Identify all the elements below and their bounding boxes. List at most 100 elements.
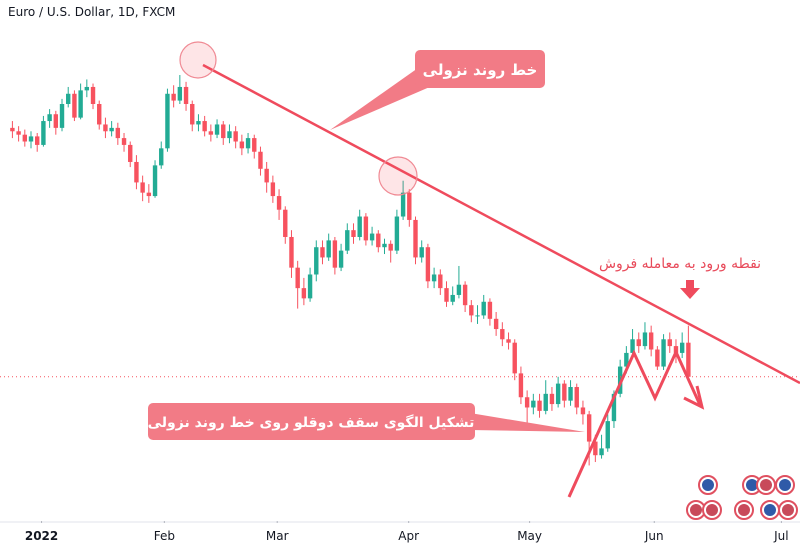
candle-body xyxy=(41,121,46,145)
candle-body xyxy=(208,131,214,135)
candle-body xyxy=(177,86,183,101)
candle-body xyxy=(307,274,313,299)
candle-body xyxy=(338,250,344,268)
candle-body xyxy=(382,243,387,248)
candle-body xyxy=(376,233,381,248)
candle-body xyxy=(128,144,133,162)
candle-body xyxy=(363,216,369,241)
candle-body xyxy=(444,288,449,302)
candle-body xyxy=(171,93,176,101)
entry-label: نقطه ورود به معامله فروش xyxy=(599,256,761,272)
event-icons xyxy=(686,475,798,520)
candle-body xyxy=(425,247,431,282)
candle-body xyxy=(512,342,517,374)
candle-body xyxy=(605,421,610,449)
trend-line xyxy=(202,63,800,385)
callout-text: خط روند نزولی xyxy=(423,61,538,79)
candle-body xyxy=(190,104,195,125)
candle-body xyxy=(314,247,319,275)
x-tick-label: May xyxy=(517,529,542,543)
candle-body xyxy=(332,240,338,268)
candle-body xyxy=(239,141,245,149)
candle-body xyxy=(202,121,207,132)
touch-circle xyxy=(179,41,217,79)
candle-body xyxy=(109,127,114,132)
candle-body xyxy=(245,138,251,149)
candle-body xyxy=(289,236,294,268)
candles xyxy=(0,75,800,466)
x-tick-label: Apr xyxy=(398,529,419,543)
callout-pointer xyxy=(330,68,432,130)
candle-body xyxy=(469,305,474,316)
candle-body xyxy=(450,294,455,302)
candle-body xyxy=(196,121,201,125)
candle-body xyxy=(146,192,152,197)
candle-body xyxy=(369,233,375,241)
candle-body xyxy=(574,387,579,408)
chart-title: Euro / U.S. Dollar, 1D, FXCM xyxy=(8,5,175,19)
x-tick-label: Mar xyxy=(266,529,289,543)
touch-circle xyxy=(378,156,418,196)
entry-arrow xyxy=(680,280,700,299)
candle-body xyxy=(636,339,641,347)
candle-body xyxy=(413,219,418,258)
candle-body xyxy=(667,339,672,347)
candle-body xyxy=(531,400,536,408)
candle-body xyxy=(642,332,648,347)
candle-body xyxy=(407,192,412,220)
candle-body xyxy=(90,86,96,104)
callout-box xyxy=(148,403,475,440)
pattern-arrow-head xyxy=(683,385,705,410)
x-tick-label: 2022 xyxy=(25,529,58,543)
candle-body xyxy=(28,136,34,142)
candle-body xyxy=(611,393,617,422)
candle-body xyxy=(140,182,145,193)
candle-body xyxy=(10,127,15,132)
candle-body xyxy=(388,243,393,251)
candle-body xyxy=(518,373,524,398)
candle-body xyxy=(183,86,189,104)
candle-body xyxy=(400,192,406,217)
candle-body xyxy=(214,124,220,135)
candle-body xyxy=(301,288,307,299)
candle-body xyxy=(462,284,468,306)
candle-body xyxy=(165,93,170,149)
candle-body xyxy=(351,230,356,237)
candle-body xyxy=(438,274,443,289)
candle-body xyxy=(345,230,350,251)
candle-body xyxy=(221,124,226,139)
candle-body xyxy=(16,131,21,135)
candle-body xyxy=(320,247,325,258)
candle-body xyxy=(549,393,555,405)
candle-body xyxy=(233,131,238,142)
candle-body xyxy=(524,397,530,408)
candle-body xyxy=(506,339,511,343)
candle-body xyxy=(593,441,598,456)
candle-body xyxy=(599,448,604,456)
callout-box xyxy=(415,50,545,88)
candle-body xyxy=(624,352,629,367)
candle-body xyxy=(270,182,276,197)
x-tick-label: Jun xyxy=(644,529,664,543)
candle-body xyxy=(35,136,40,145)
x-tick-label: Jul xyxy=(773,529,788,543)
candle-body xyxy=(152,165,158,197)
candle-body xyxy=(47,114,52,122)
candle-body xyxy=(487,301,493,319)
candle-body xyxy=(537,400,542,411)
candle-body xyxy=(159,148,164,166)
candle-body xyxy=(475,315,480,317)
candle-body xyxy=(555,383,561,405)
candle-body xyxy=(679,342,685,353)
candle-body xyxy=(648,332,654,350)
candle-body xyxy=(655,349,660,367)
candle-body xyxy=(500,329,505,340)
candle-body xyxy=(97,104,102,125)
candle-body xyxy=(103,124,108,132)
pattern-zigzag xyxy=(567,348,702,498)
candle-body xyxy=(326,240,331,258)
candle-body xyxy=(543,393,548,411)
candle-body xyxy=(630,339,635,353)
candle-body xyxy=(580,407,586,415)
